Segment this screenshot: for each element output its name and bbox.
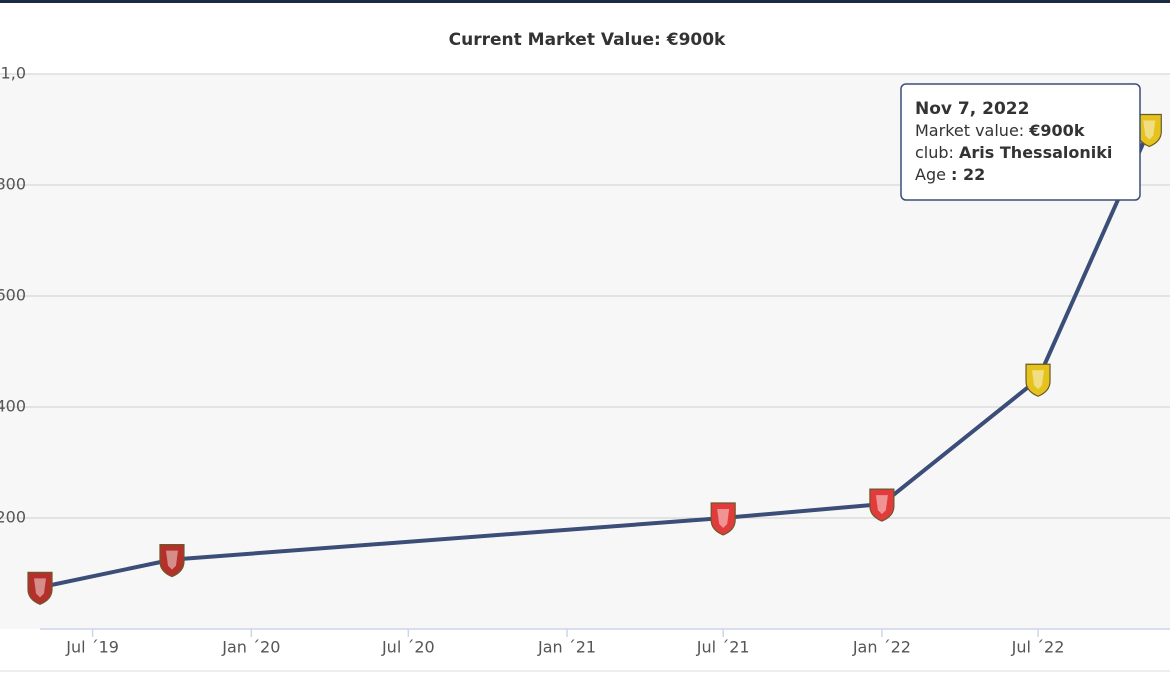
tooltip-label: Market value: [915,121,1024,140]
crest-detail [1032,370,1045,390]
x-tick-label: Jan ´22 [852,638,911,657]
x-tick-label: Jan ´20 [221,638,280,657]
x-tick-label: Jul ´21 [696,638,750,657]
marker [710,502,736,536]
tooltip-label: Age [915,165,946,184]
x-tick-label: Jul ´20 [381,638,435,657]
crest [1025,363,1051,397]
tooltip-date: Nov 7, 2022 [915,99,1029,119]
tooltip-row: Age : 22 [915,165,985,184]
top-border [0,0,1170,3]
tooltip-value: Aris Thessaloniki [959,143,1112,162]
line [39,128,1152,590]
marker [27,571,53,606]
tooltip-value: : 22 [951,165,985,184]
crest [159,544,185,578]
crest-detail [34,578,46,598]
crest-detail [717,509,730,528]
crest [869,488,895,522]
y-tick-label: 600 [0,286,26,305]
marker [1136,113,1162,148]
tooltip-value: €900k [1028,121,1085,140]
marker [869,488,895,522]
tooltip-row: Market value: €900k [915,121,1085,140]
y-tick-label: 800 [0,175,26,194]
marker [159,544,185,578]
y-tick-label: 200 [0,508,26,527]
tooltip-row: club: Aris Thessaloniki [915,143,1112,162]
x-tick-label: Jul ´19 [65,638,119,657]
crest-detail [1143,120,1156,140]
y-tick-label: 1,0 [1,64,26,83]
marker [1025,363,1051,397]
x-tick-label: Jan ´21 [537,638,596,657]
crest [710,502,736,536]
crest-detail [165,550,178,570]
y-tick-label: 400 [0,397,26,416]
crest-detail [875,495,888,515]
x-tick-label: Jul ´22 [1011,638,1065,657]
crest [27,571,53,606]
chart-title: Current Market Value: €900k [449,30,726,50]
tooltip-box [900,83,1141,201]
tooltip: Nov 7, 2022 Market value: €900k club: Ar… [900,83,1141,201]
tooltip-label: club: [915,143,954,162]
